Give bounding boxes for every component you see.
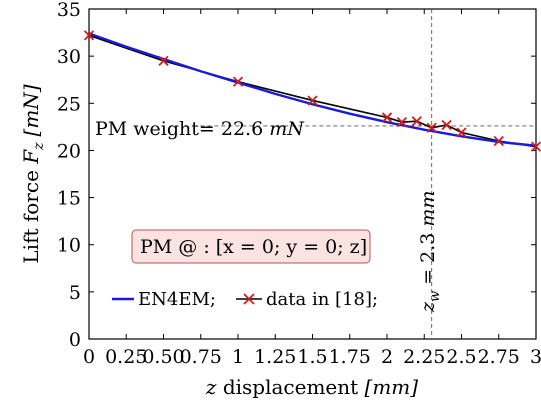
y-tick-label: 5 — [69, 282, 81, 304]
data-point-marker — [158, 55, 169, 66]
y-tick-label: 30 — [57, 46, 81, 68]
data-point-marker — [493, 135, 504, 147]
x-axis-unit: [mm] — [365, 375, 419, 399]
y-tick-label: 10 — [57, 235, 81, 257]
pm-weight-unit: mN — [269, 118, 305, 140]
pm-position-box-bg — [131, 229, 371, 264]
pm-position-box: PM @ : [x = 0; y = 0; z] — [131, 229, 371, 264]
x-tick-label: 1.75 — [329, 346, 371, 368]
y-tick-label: 15 — [57, 188, 81, 210]
x-ticks: 0 0.250.500.75 1 1.25 1.5 1.75 2 2.25 2.5 2.75 3 — [83, 9, 541, 368]
x-tick-label: 2.25 — [403, 346, 445, 368]
data-point-marker — [426, 122, 437, 133]
y-axis-var: F — [19, 149, 43, 165]
y-tick-label: 35 — [57, 0, 81, 21]
data-point-marker — [232, 76, 244, 87]
y-tick-label: 20 — [57, 140, 81, 162]
legend: EN4EM; data in [18]; — [97, 284, 417, 314]
x-tick-label: 2.5 — [446, 346, 476, 368]
y-tick-label: 25 — [57, 93, 81, 115]
y-axis-sub: z — [31, 142, 47, 151]
x-tick-label: 3 — [530, 346, 541, 368]
y-ticks: 0 5 10 15 20 25 30 35 — [57, 0, 536, 351]
pm-position-text: PM @ : [x = 0; y = 0; z] — [140, 236, 367, 258]
zw-sub: w — [428, 291, 443, 302]
data-point-marker — [441, 119, 452, 131]
x-axis-rest: displacement — [216, 375, 364, 399]
en4em-series-line — [88, 32, 537, 147]
x-tick-label: 1.25 — [254, 346, 296, 368]
legend-en4em-label: EN4EM; — [138, 289, 216, 310]
legend-data-marker — [243, 293, 255, 305]
data-point-marker — [396, 117, 408, 128]
x-tick-label: 0 — [83, 346, 95, 368]
pm-weight-label: PM weight= 22.6 — [95, 118, 269, 140]
zw-unit: mm — [417, 191, 439, 227]
x-tick-label: 2.75 — [478, 346, 520, 368]
data-point-marker — [530, 141, 541, 152]
data-point-marker — [411, 116, 422, 127]
data-point-marker — [307, 95, 318, 106]
data-series-markers — [83, 30, 541, 152]
x-tick-label: 2 — [381, 346, 393, 368]
data-point-marker — [381, 112, 393, 123]
y-axis-label: Lift force Fz [mN] — [19, 84, 47, 263]
x-tick-label: 0.50 — [142, 346, 184, 368]
zw-rest: = 2.3 — [417, 227, 439, 291]
x-tick-label: 1 — [232, 346, 244, 368]
x-axis-var: z — [205, 375, 217, 399]
y-axis-text: Lift force — [19, 164, 43, 264]
zw-var: z — [417, 301, 439, 313]
data-point-marker — [83, 30, 95, 41]
zw-annotation: zw = 2.3 mm — [417, 191, 443, 313]
y-tick-label: 0 — [69, 329, 81, 351]
x-axis-label: z displacement [mm] — [205, 375, 418, 399]
x-tick-label: 0.25 — [105, 346, 147, 368]
y-axis-unit: [mN] — [19, 84, 43, 136]
data-point-marker — [456, 127, 467, 138]
legend-data-label: data in [18]; — [266, 289, 378, 310]
pm-weight-annotation: PM weight= 22.6 mN — [95, 118, 305, 140]
x-tick-label: 1.5 — [297, 346, 327, 368]
x-tick-label: 0.75 — [180, 346, 222, 368]
